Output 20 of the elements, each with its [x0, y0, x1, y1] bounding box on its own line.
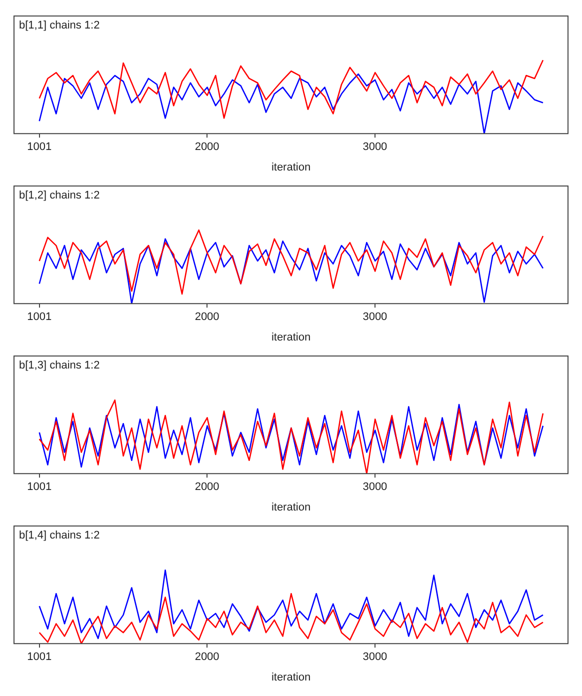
x-tick-label: 3000 — [362, 311, 388, 324]
chart-title: b[1,4] chains 1:2 — [19, 530, 100, 542]
x-tick-label: 2000 — [194, 651, 220, 664]
x-tick-label: 3000 — [362, 651, 388, 664]
x-tick-label: 3000 — [362, 481, 388, 494]
x-tick-label: 1001 — [27, 311, 52, 324]
x-tick-label: 2000 — [194, 311, 220, 324]
x-tick-label: 1001 — [27, 481, 52, 494]
x-axis-title: iteration — [271, 331, 311, 344]
chart-title: b[1,2] chains 1:2 — [19, 190, 100, 202]
x-tick-label: 2000 — [194, 481, 220, 494]
x-axis-title: iteration — [271, 161, 311, 174]
chart-title: b[1,1] chains 1:2 — [19, 20, 100, 32]
x-tick-label: 1001 — [27, 141, 52, 154]
x-axis-title: iteration — [271, 501, 311, 514]
chart-title: b[1,3] chains 1:2 — [19, 360, 100, 372]
x-tick-label: 1001 — [27, 651, 52, 664]
x-tick-label: 3000 — [362, 141, 388, 154]
x-axis-title: iteration — [271, 671, 311, 684]
x-tick-label: 2000 — [194, 141, 220, 154]
